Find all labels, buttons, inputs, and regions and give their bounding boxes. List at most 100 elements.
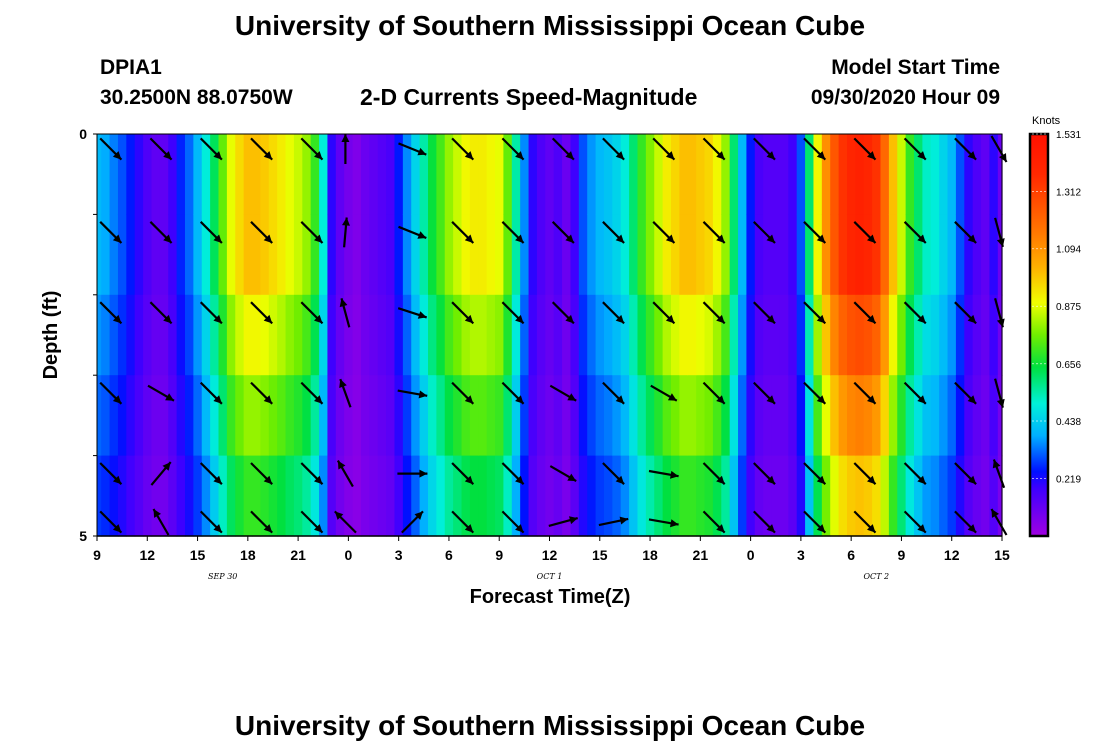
heat-cell xyxy=(687,134,697,215)
heat-cell xyxy=(511,134,521,215)
heat-cell xyxy=(277,294,287,376)
heat-cell xyxy=(218,214,228,296)
heat-cell xyxy=(939,375,949,457)
heat-cell xyxy=(193,134,203,215)
current-arrow xyxy=(903,301,927,325)
current-arrow xyxy=(199,301,223,325)
current-arrow xyxy=(397,469,428,478)
arrow-head xyxy=(417,147,427,156)
heat-cell xyxy=(419,134,429,215)
heat-cell xyxy=(101,455,111,537)
heat-cell xyxy=(863,455,873,537)
heat-cell xyxy=(486,455,496,537)
heat-cell xyxy=(813,375,823,457)
heat-cell xyxy=(771,455,781,537)
heat-cell xyxy=(193,294,203,376)
heat-cell xyxy=(101,214,111,296)
heat-cell xyxy=(377,294,387,376)
heat-cell xyxy=(394,134,404,215)
heat-cell xyxy=(654,294,664,376)
heat-cell xyxy=(830,214,840,296)
heat-cell xyxy=(495,294,505,376)
heat-cell xyxy=(478,214,488,296)
heat-cell xyxy=(260,294,270,376)
heat-cell xyxy=(947,294,957,376)
current-arrow xyxy=(152,508,170,536)
current-arrow xyxy=(753,381,776,405)
heat-cell xyxy=(193,455,203,537)
heat-cell xyxy=(528,375,538,457)
heat-cell xyxy=(319,455,329,537)
heat-cell xyxy=(930,294,940,376)
arrow-head xyxy=(314,314,323,324)
arrow-head xyxy=(716,151,725,160)
heat-cell xyxy=(478,134,488,215)
arrow-head xyxy=(967,151,977,160)
colorbar-tick-label: 0.438 xyxy=(1056,417,1081,428)
heat-cell xyxy=(419,294,429,376)
heat-cell xyxy=(905,294,915,376)
current-arrow xyxy=(803,510,827,534)
arrow-head xyxy=(992,459,1001,469)
heat-cell xyxy=(603,214,613,296)
heat-cell xyxy=(486,294,496,376)
heat-cell xyxy=(545,134,555,215)
heat-cell xyxy=(226,294,236,376)
heat-cell xyxy=(268,134,278,215)
heat-cell xyxy=(243,294,253,376)
heat-cell xyxy=(260,375,270,457)
arrow-head xyxy=(263,475,273,485)
heat-cell xyxy=(411,214,421,296)
heat-cell xyxy=(553,134,563,215)
heat-cell xyxy=(319,294,329,376)
heat-cell xyxy=(226,214,236,296)
heat-cell xyxy=(872,375,882,457)
heat-cell xyxy=(461,455,471,537)
arrow-head xyxy=(615,475,625,485)
heat-cell xyxy=(696,294,706,376)
arrow-head xyxy=(263,395,273,404)
heat-cell xyxy=(210,375,220,457)
arrow-head xyxy=(867,524,876,533)
heat-cell xyxy=(252,134,261,215)
heat-cell xyxy=(922,214,932,296)
heat-cell xyxy=(788,375,798,457)
heat-cell xyxy=(587,375,597,457)
current-arrow xyxy=(501,381,525,405)
current-arrow xyxy=(451,510,475,534)
heat-cell xyxy=(671,134,680,215)
arrow-head xyxy=(766,234,775,243)
heat-cell xyxy=(620,375,630,457)
heat-cell xyxy=(914,134,923,215)
heat-cell xyxy=(930,214,940,296)
arrow-head xyxy=(112,475,122,485)
current-arrow xyxy=(803,462,827,485)
current-arrow xyxy=(803,137,827,161)
current-arrow xyxy=(803,381,827,405)
arrow-head xyxy=(667,393,677,401)
heat-cell xyxy=(511,294,521,376)
arrow-head xyxy=(263,314,273,324)
arrow-head xyxy=(996,318,1005,328)
heat-cell xyxy=(712,455,722,537)
heat-cell xyxy=(570,214,580,296)
x-tick-label: 6 xyxy=(847,547,855,563)
heat-cell xyxy=(746,455,756,537)
heat-cell xyxy=(562,134,572,215)
arrow-head xyxy=(213,151,222,160)
heat-cell xyxy=(729,214,739,296)
heat-cell xyxy=(637,294,647,376)
heatmap-cells xyxy=(97,134,1003,537)
heat-cell xyxy=(721,375,731,457)
current-arrow xyxy=(199,510,223,534)
heat-cell xyxy=(352,455,362,537)
current-arrow xyxy=(602,137,625,161)
heat-cell xyxy=(964,214,974,296)
model-start-value: 09/30/2020 Hour 09 xyxy=(810,86,1000,109)
heat-cell xyxy=(159,134,169,215)
heat-cell xyxy=(981,375,991,457)
heat-cell xyxy=(428,214,437,296)
heat-cell xyxy=(578,134,588,215)
heat-cell xyxy=(662,375,672,457)
